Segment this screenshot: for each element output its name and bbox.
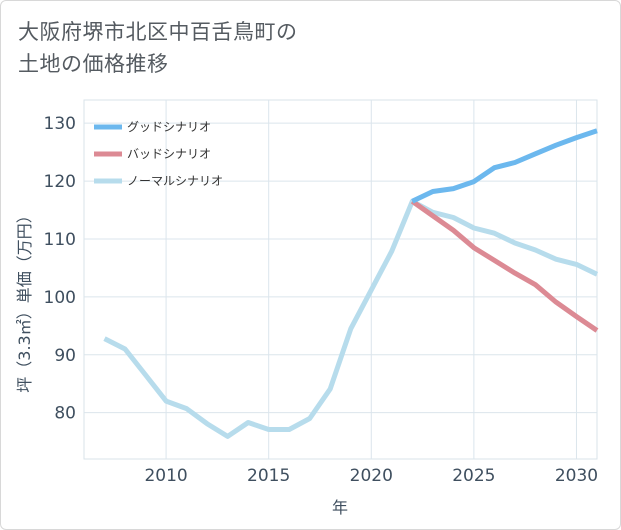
- chart-title: 大阪府堺市北区中百舌鳥町の 土地の価格推移: [18, 20, 298, 76]
- y-tick-label: 130: [44, 114, 76, 134]
- x-tick-label: 2015: [247, 466, 290, 486]
- x-axis-title: 年: [332, 498, 348, 517]
- legend-label: ノーマルシナリオ: [127, 174, 223, 188]
- y-tick-label: 120: [44, 172, 76, 192]
- y-tick-label: 100: [44, 288, 76, 308]
- series-lines: [103, 128, 599, 439]
- series-line-3: [103, 198, 599, 439]
- x-tick-label: 2010: [144, 466, 187, 486]
- y-tick-label: 110: [44, 230, 76, 250]
- y-axis-title: 坪（3.3㎡）単価（万円）: [15, 207, 34, 392]
- x-tick-label: 2020: [350, 466, 393, 486]
- y-tick-labels: 80 90 100 110 120 130: [44, 114, 76, 424]
- x-tick-label: 2030: [555, 466, 598, 486]
- x-tick-label: 2025: [452, 466, 495, 486]
- y-tick-label: 80: [54, 404, 76, 424]
- series-line-1: [411, 128, 598, 204]
- series-line-2: [410, 199, 599, 333]
- plot-area: [83, 99, 598, 460]
- legend-label: グッドシナリオ: [127, 120, 211, 134]
- legend-label: バッドシナリオ: [127, 147, 211, 161]
- x-tick-labels: 2010 2015 2020 2025 2030: [144, 466, 598, 486]
- y-tick-label: 90: [54, 346, 76, 366]
